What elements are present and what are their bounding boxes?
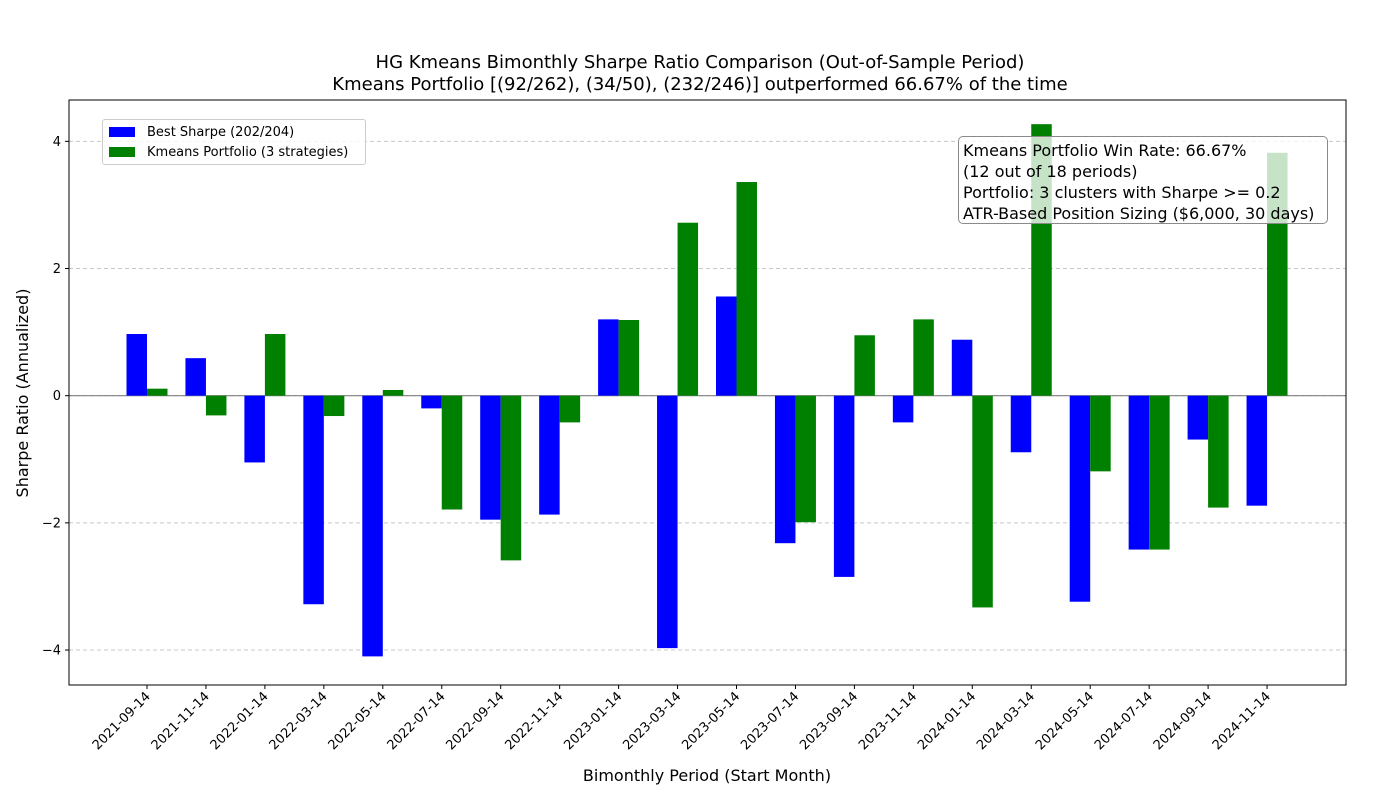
bar-best-sharpe (833, 395, 855, 577)
legend-swatch-kmeans-portfolio (109, 147, 135, 157)
bar-best-sharpe (892, 395, 914, 423)
bar-kmeans-portfolio (147, 388, 168, 396)
bar-best-sharpe (244, 395, 265, 463)
bar-best-sharpe (539, 395, 560, 515)
bar-kmeans-portfolio (913, 319, 934, 396)
x-tick-label: 2024-11-14 (1210, 689, 1274, 753)
bar-best-sharpe (126, 334, 147, 396)
legend-label-kmeans-portfolio: Kmeans Portfolio (3 strategies) (147, 144, 349, 160)
legend-swatch-best-sharpe (109, 127, 135, 137)
bar-best-sharpe (185, 358, 206, 396)
x-tick-label: 2023-01-14 (561, 689, 625, 753)
bar-kmeans-portfolio (1208, 395, 1229, 508)
win-rate-annotation: Kmeans Portfolio Win Rate: 66.67% (12 ou… (958, 136, 1328, 224)
y-tick-label: 2 (53, 262, 61, 277)
bar-kmeans-portfolio (736, 182, 757, 396)
y-tick-label: 4 (53, 135, 61, 150)
x-axis-label: Bimonthly Period (Start Month) (583, 766, 831, 785)
x-tick-label: 2023-07-14 (738, 689, 802, 753)
bar-kmeans-portfolio (795, 395, 816, 523)
bar-kmeans-portfolio (854, 335, 875, 396)
annotation-line: (12 out of 18 periods) (963, 162, 1138, 181)
annotation-line: Kmeans Portfolio Win Rate: 66.67% (963, 141, 1247, 160)
chart-subtitle: Kmeans Portfolio [(92/262), (34/50), (23… (332, 74, 1068, 95)
bar-best-sharpe (362, 395, 383, 657)
bar-kmeans-portfolio (500, 395, 522, 561)
y-tick-label: 0 (53, 389, 61, 404)
bar-kmeans-portfolio (618, 320, 640, 396)
x-tick-label: 2024-01-14 (915, 689, 979, 753)
bar-best-sharpe (303, 395, 324, 605)
bar-best-sharpe (657, 395, 678, 649)
x-tick-label: 2022-09-14 (443, 689, 507, 753)
bar-kmeans-portfolio (1090, 395, 1111, 472)
bar-best-sharpe (1010, 395, 1032, 453)
legend-item-kmeans-portfolio: Kmeans Portfolio (3 strategies) (109, 143, 348, 161)
x-tick-label: 2021-09-14 (90, 689, 154, 753)
y-axis-label: Sharpe Ratio (Annualized) (13, 289, 32, 498)
bar-kmeans-portfolio (441, 395, 463, 510)
x-tick-label: 2023-09-14 (797, 689, 861, 753)
bar-kmeans-portfolio (382, 389, 404, 396)
bar-kmeans-portfolio (972, 395, 993, 608)
x-tick-label: 2021-11-14 (149, 689, 213, 753)
x-tick-label: 2023-05-14 (679, 689, 743, 753)
y-axis: −4 −2 0 2 4 (42, 135, 69, 659)
x-tick-label: 2022-01-14 (208, 689, 272, 753)
x-tick-label: 2022-03-14 (267, 689, 331, 753)
bar-best-sharpe (1187, 395, 1209, 440)
bar-best-sharpe (1246, 395, 1268, 506)
x-tick-label: 2024-03-14 (974, 689, 1038, 753)
y-tick-label: −4 (42, 644, 61, 659)
bar-kmeans-portfolio (559, 395, 581, 423)
bar-best-sharpe (1128, 395, 1150, 550)
x-tick-label: 2024-07-14 (1092, 689, 1156, 753)
y-tick-label: −2 (42, 516, 61, 531)
bar-kmeans-portfolio (1149, 395, 1170, 550)
bar-best-sharpe (598, 319, 619, 396)
x-tick-label: 2022-07-14 (385, 689, 449, 753)
annotation-line: Portfolio: 3 clusters with Sharpe >= 0.2 (963, 183, 1281, 202)
x-tick-label: 2022-11-14 (502, 689, 566, 753)
bar-kmeans-portfolio (264, 334, 286, 396)
bar-best-sharpe (421, 395, 442, 409)
bar-kmeans-portfolio (677, 222, 699, 396)
annotation-line: ATR-Based Position Sizing ($6,000, 30 da… (963, 204, 1315, 223)
bar-best-sharpe (951, 339, 973, 396)
x-tick-label: 2023-11-14 (856, 689, 920, 753)
x-tick-label: 2024-05-14 (1033, 689, 1097, 753)
plot-frame (68, 99, 1347, 686)
bar-best-sharpe (774, 395, 796, 544)
bar-kmeans-portfolio (323, 395, 345, 417)
bars (126, 124, 1288, 657)
legend: Best Sharpe (202/204) Kmeans Portfolio (… (102, 119, 366, 165)
x-tick-label: 2023-03-14 (620, 689, 684, 753)
bar-kmeans-portfolio (205, 395, 227, 416)
bar-best-sharpe (1069, 395, 1091, 602)
chart-title: HG Kmeans Bimonthly Sharpe Ratio Compari… (375, 52, 1025, 73)
bar-best-sharpe (480, 395, 501, 520)
legend-label-best-sharpe: Best Sharpe (202/204) (147, 124, 295, 140)
x-tick-label: 2024-09-14 (1151, 689, 1215, 753)
bar-best-sharpe (716, 296, 737, 396)
x-tick-label: 2022-05-14 (326, 689, 390, 753)
legend-item-best-sharpe: Best Sharpe (202/204) (109, 123, 294, 141)
x-axis: 2021-09-142021-11-142022-01-142022-03-14… (90, 685, 1274, 753)
